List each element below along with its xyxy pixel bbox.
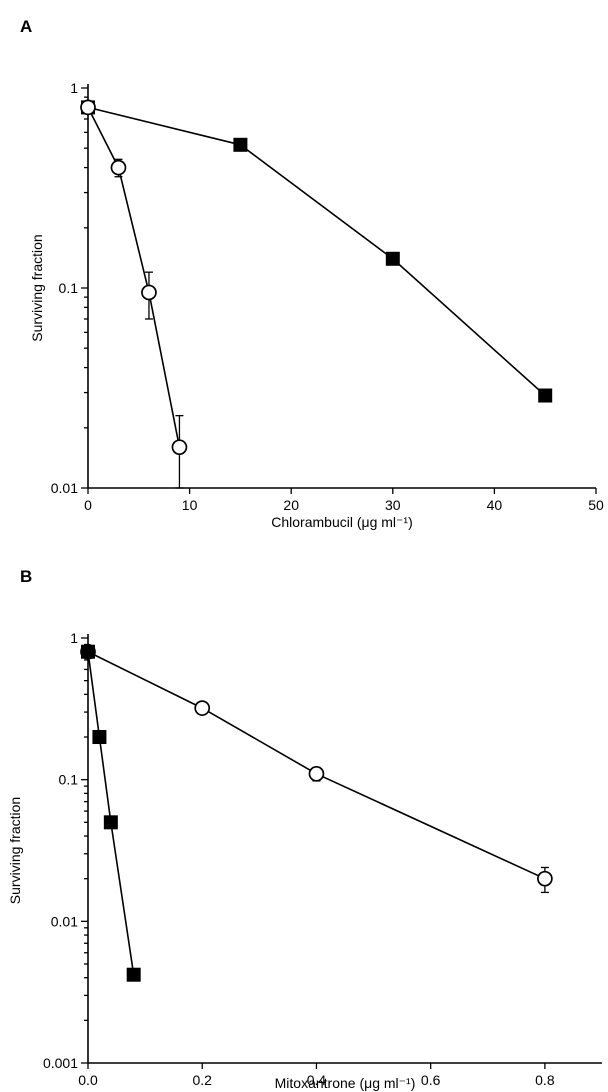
x-tick-label: 40 [487, 497, 503, 513]
panel-letter: A [20, 17, 32, 36]
y-tick-label: 0.1 [59, 280, 79, 296]
series-1 [81, 100, 553, 403]
x-tick-label: 0.8 [535, 1072, 555, 1088]
series-line [87, 106, 546, 397]
data-point-square [103, 815, 118, 830]
x-axis-label: Mitoxantrone (μg ml⁻¹) [275, 1075, 416, 1091]
data-point-square [538, 388, 553, 403]
data-point-circle [308, 765, 325, 782]
data-point-square [233, 137, 248, 152]
data-point-circle [141, 284, 157, 301]
x-tick-label: 0 [84, 497, 92, 513]
series-2 [80, 99, 188, 489]
series-line [87, 107, 181, 448]
y-tick-label: 1 [70, 80, 78, 96]
data-point-circle [80, 99, 96, 116]
y-axis-label: Surviving fraction [7, 797, 23, 904]
data-point-square [385, 251, 400, 266]
y-tick-label: 0.1 [59, 772, 79, 788]
y-tick-label: 1 [70, 630, 78, 646]
x-tick-label: 0.2 [192, 1072, 212, 1088]
data-point-circle [171, 439, 188, 456]
data-point-square [92, 730, 107, 745]
series-line [87, 651, 546, 880]
x-tick-label: 30 [385, 497, 401, 513]
x-tick-label: 20 [283, 497, 299, 513]
x-tick-label: 0.4 [307, 1072, 327, 1088]
data-point-circle [110, 159, 127, 176]
y-axis-label: Surviving fraction [29, 234, 45, 341]
x-tick-label: 0.6 [421, 1072, 441, 1088]
x-axis-label: Chlorambucil (μg ml⁻¹) [271, 514, 412, 530]
series-1 [80, 643, 553, 894]
y-tick-label: 0.01 [51, 913, 78, 929]
x-tick-label: 10 [182, 497, 198, 513]
y-tick-label: 0.01 [51, 480, 78, 496]
x-tick-label: 50 [588, 497, 604, 513]
data-point-square [126, 967, 141, 982]
chart-panel-b: B 0.0 0.2 0.4 0.6 0.8 1 0.1 0.01 0.001 Mitoxantron… [7, 567, 602, 1091]
chart-panel-a: A 0 10 20 30 40 50 1 0.1 0.01 Chlorambucil (μg ml⁻… [20, 17, 604, 530]
panel-letter: B [20, 567, 32, 586]
y-tick-label: 0.001 [43, 1055, 78, 1071]
series-2 [81, 644, 141, 982]
data-point-square [81, 644, 95, 659]
series-line [87, 651, 135, 975]
data-point-circle [537, 870, 553, 887]
x-tick-label: 0.0 [78, 1072, 98, 1088]
data-point-circle [194, 700, 211, 716]
